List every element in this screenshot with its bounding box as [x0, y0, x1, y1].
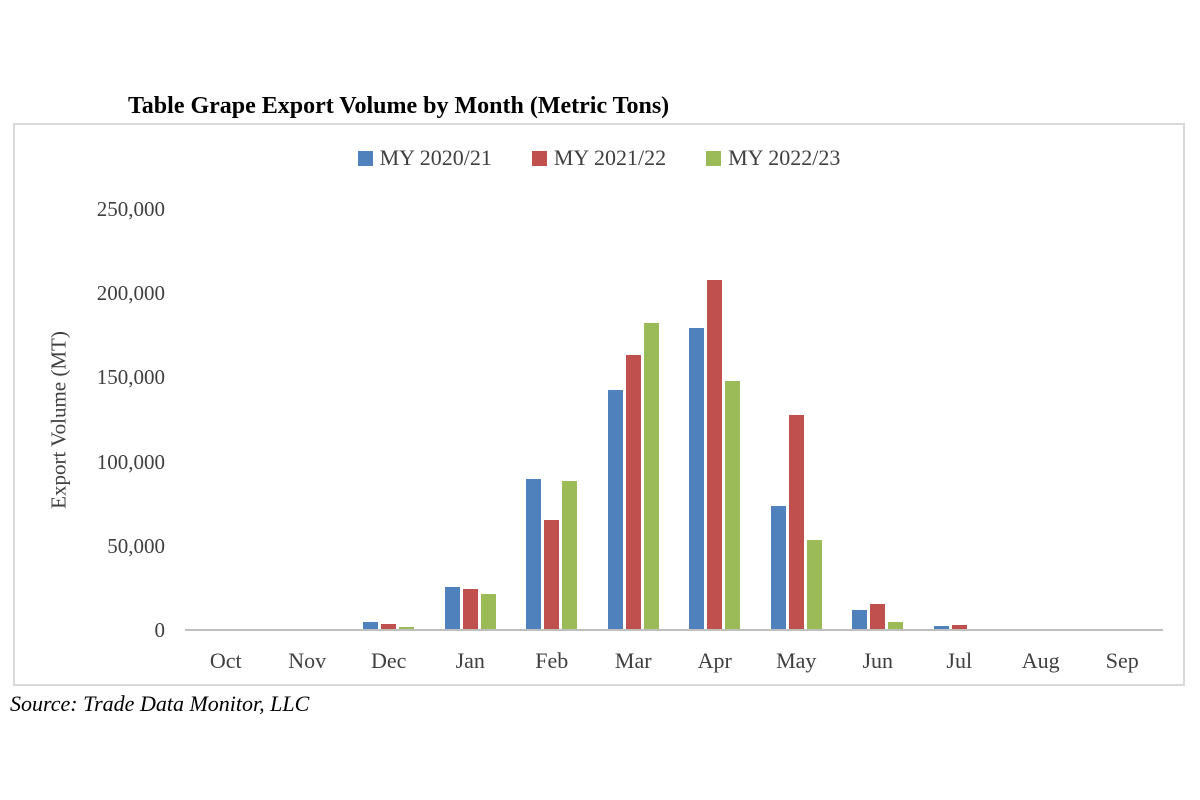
bar-mar-my-2020-21: [607, 390, 623, 629]
legend-item-2: MY 2022/23: [706, 145, 840, 171]
bar-jul-my-2021-22: [951, 625, 967, 629]
y-tick-label: 150,000: [96, 365, 165, 390]
bar-may-my-2022-23: [806, 540, 822, 629]
chart-title: Table Grape Export Volume by Month (Metr…: [128, 93, 670, 119]
y-tick-label: 100,000: [96, 449, 165, 474]
bar-group-nov: [267, 208, 349, 629]
bar-mar-my-2022-23: [643, 323, 659, 629]
bar-group-jun: [837, 208, 919, 629]
legend-label: MY 2021/22: [553, 145, 667, 170]
bar-jun-my-2020-21: [852, 610, 868, 629]
bar-group-feb: [511, 208, 593, 629]
x-axis-label-jul: Jul: [946, 648, 973, 673]
bar-group-jul: [919, 208, 1001, 629]
x-axis-line: [185, 629, 1163, 631]
x-axis-label-aug: Aug: [1021, 648, 1060, 673]
x-axis-label-sep: Sep: [1105, 648, 1139, 673]
legend-swatch-icon: [357, 150, 373, 166]
bar-jun-my-2022-23: [888, 622, 904, 629]
bar-apr-my-2020-21: [689, 328, 705, 629]
legend-item-0: MY 2020/21: [357, 145, 492, 171]
bar-jan-my-2020-21: [444, 587, 460, 629]
x-axis-label-oct: Oct: [209, 648, 242, 673]
x-axis-label-feb: Feb: [535, 648, 569, 673]
legend-item-1: MY 2021/22: [531, 145, 667, 171]
x-axis-label-mar: Mar: [614, 648, 652, 673]
x-axis-label-may: May: [776, 648, 817, 673]
legend: MY 2020/21 MY 2021/22 MY 2022/23: [15, 145, 1183, 171]
y-tick-label: 250,000: [96, 197, 165, 221]
bar-may-my-2020-21: [770, 506, 786, 629]
bar-dec-my-2021-22: [381, 624, 397, 629]
x-axis-label-dec: Dec: [371, 648, 407, 673]
bar-apr-my-2021-22: [707, 280, 723, 629]
legend-label: MY 2022/23: [728, 145, 841, 170]
bar-jun-my-2021-22: [870, 604, 886, 629]
y-tick-label: 50,000: [107, 533, 165, 558]
bar-mar-my-2021-22: [625, 355, 641, 629]
bar-group-aug: [1000, 208, 1082, 629]
bar-jan-my-2022-23: [480, 594, 496, 629]
x-axis-label-apr: Apr: [697, 648, 732, 673]
y-axis-title: Export Volume (MT): [46, 331, 71, 509]
source-note: Source: Trade Data Monitor, LLC: [10, 691, 310, 716]
x-axis-label-nov: Nov: [288, 648, 327, 673]
bar-feb-my-2020-21: [526, 479, 542, 629]
bar-dec-my-2020-21: [363, 622, 379, 629]
bar-feb-my-2022-23: [562, 481, 578, 629]
chart-frame: MY 2020/21 MY 2021/22 MY 2022/23 Export Vo…: [13, 123, 1185, 686]
legend-swatch-icon: [706, 150, 722, 166]
legend-label: MY 2020/21: [379, 145, 492, 170]
y-tick-label: 0: [154, 618, 166, 642]
bar-group-may: [756, 208, 838, 629]
bar-group-mar: [593, 208, 675, 629]
bar-group-jan: [430, 208, 512, 629]
bar-jul-my-2020-21: [933, 626, 949, 629]
bar-group-sep: [1082, 208, 1164, 629]
bar-apr-my-2022-23: [725, 381, 741, 629]
bar-jan-my-2021-22: [462, 589, 478, 629]
bar-may-my-2021-22: [788, 415, 804, 629]
y-tick-label: 200,000: [96, 281, 165, 306]
x-axis-label-jan: Jan: [455, 648, 485, 673]
bar-group-dec: [348, 208, 430, 629]
bar-group-apr: [674, 208, 756, 629]
legend-swatch-icon: [531, 150, 547, 166]
x-axis-label-jun: Jun: [862, 648, 894, 673]
bar-feb-my-2021-22: [544, 520, 560, 629]
bar-group-oct: [185, 208, 267, 629]
bar-dec-my-2022-23: [399, 627, 415, 629]
